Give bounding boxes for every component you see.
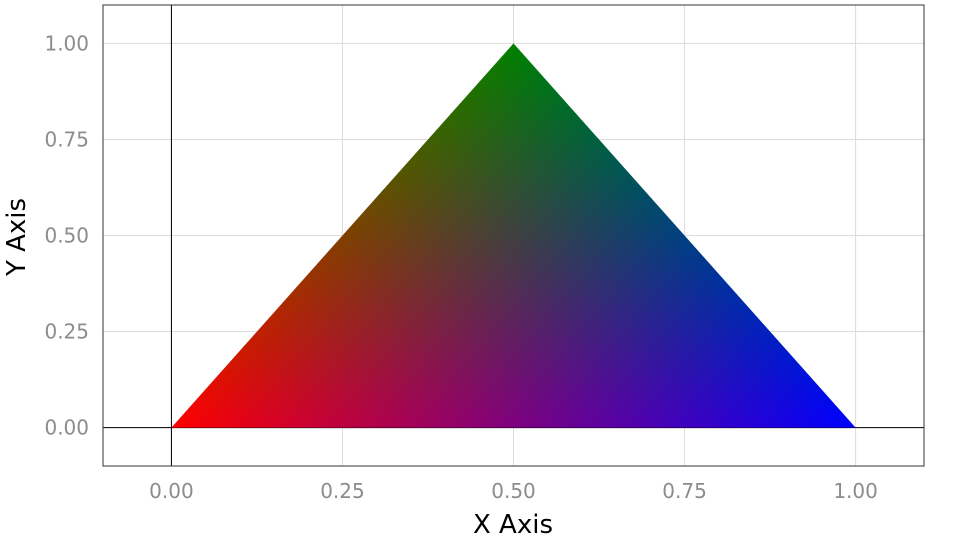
x-tick-label-3: 0.75 (662, 479, 707, 503)
x-tick-label-1: 0.25 (320, 479, 365, 503)
y-axis-title: Y Axis (2, 198, 32, 277)
y-tick-label-1: 0.25 (44, 320, 89, 344)
x-tick-label-4: 1.00 (833, 479, 878, 503)
y-tick-label-4: 1.00 (44, 31, 89, 55)
y-tick-label-0: 0.00 (44, 416, 89, 440)
x-tick-labels: 0.00 0.25 0.50 0.75 1.00 (149, 479, 878, 503)
y-tick-labels: 0.00 0.25 0.50 0.75 1.00 (44, 31, 89, 439)
y-tick-label-2: 0.50 (44, 224, 89, 248)
x-tick-label-2: 0.50 (491, 479, 536, 503)
y-tick-label-3: 0.75 (44, 127, 89, 151)
x-axis-title: X Axis (473, 510, 553, 540)
plot-frame (102, 4, 925, 467)
x-tick-label-0: 0.00 (149, 479, 194, 503)
